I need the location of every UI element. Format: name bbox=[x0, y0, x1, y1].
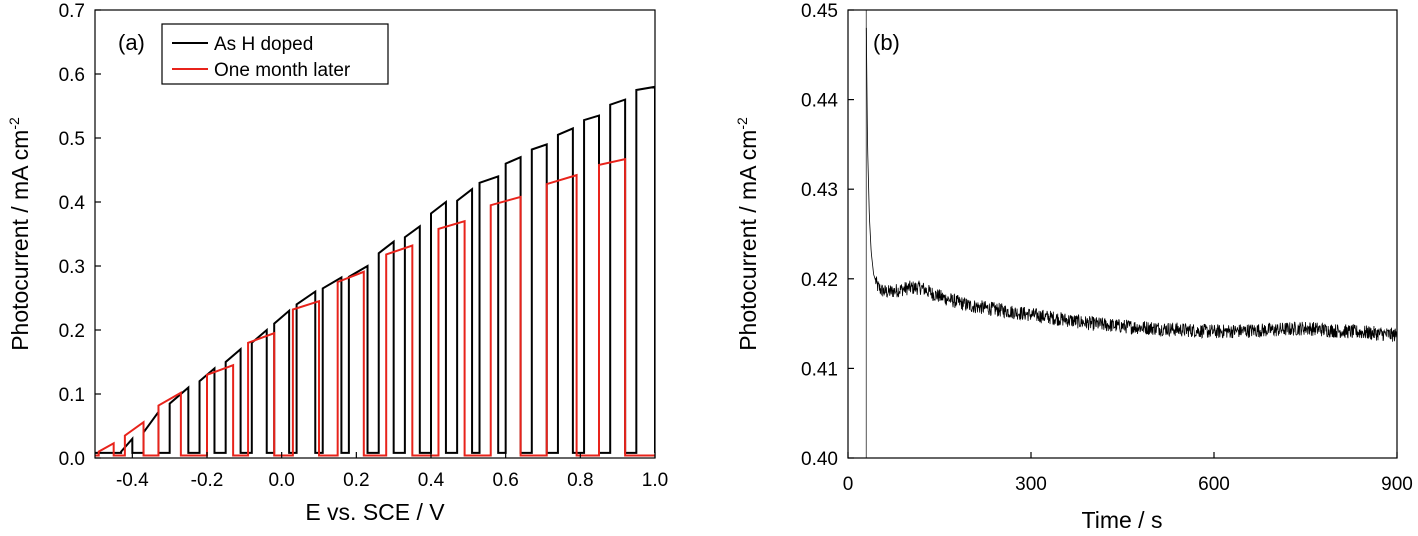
panel-b-series bbox=[865, 10, 1397, 458]
panel-a-y-axis-label: Photocurrent / mA cm-2 bbox=[6, 117, 33, 351]
panel-a-y-tick-label: 0.4 bbox=[59, 193, 86, 214]
panel-b-y-axis-label-main: Photocurrent / mA cm bbox=[735, 130, 761, 351]
legend-label-one-month-later: One month later bbox=[214, 60, 351, 81]
series-line-transient bbox=[865, 27, 1397, 342]
panel-a-x-axis-label: E vs. SCE / V bbox=[305, 499, 445, 525]
panel-a-legend: As H doped One month later bbox=[161, 23, 389, 85]
panel-b-x-tick-label: 600 bbox=[1198, 474, 1230, 495]
panel-b-x-tick-label: 900 bbox=[1381, 474, 1413, 495]
legend-label-as-h-doped: As H doped bbox=[214, 34, 313, 55]
legend-box bbox=[161, 23, 389, 85]
panel-a-x-tick-label: 1.0 bbox=[642, 470, 668, 491]
panel-a-y-axis-label-main: Photocurrent / mA cm bbox=[7, 130, 33, 351]
panel-a-x-tick-label: 0.2 bbox=[343, 470, 369, 491]
panel-a-y-tick-label: 0.0 bbox=[59, 449, 85, 470]
panel-b-x-axis-label: Time / s bbox=[1082, 507, 1163, 533]
series-line-one-month-later bbox=[95, 157, 655, 457]
panel-a-y-tick-label: 0.6 bbox=[59, 65, 85, 86]
panel-b-y-ticks: 0.40 0.41 0.42 0.43 0.44 0.45 bbox=[801, 1, 854, 470]
panel-a-y-tick-label: 0.7 bbox=[59, 1, 85, 22]
panel-b-y-tick-label: 0.44 bbox=[801, 91, 838, 112]
panel-a-x-tick-label: -0.4 bbox=[116, 470, 149, 491]
panel-b-y-tick-label: 0.43 bbox=[801, 180, 838, 201]
panel-b-x-tick-label: 300 bbox=[1015, 474, 1047, 495]
panel-b-label: (b) bbox=[873, 30, 900, 55]
panel-b-y-tick-label: 0.41 bbox=[801, 359, 838, 380]
panel-a-y-tick-label: 0.2 bbox=[59, 321, 85, 342]
panel-b-x-ticks: 0 300 600 900 bbox=[843, 452, 1413, 495]
panel-a-y-tick-label: 0.1 bbox=[59, 385, 85, 406]
panel-b-y-tick-label: 0.45 bbox=[801, 1, 838, 22]
panel-a-x-tick-label: 0.6 bbox=[492, 470, 518, 491]
panel-b-y-tick-label: 0.40 bbox=[801, 449, 838, 470]
panel-a-y-tick-label: 0.5 bbox=[59, 129, 85, 150]
panel-a-y-tick-label: 0.3 bbox=[59, 257, 85, 278]
panel-b: 0 300 600 900 0.400.410.420.430.440.45 (b) … bbox=[734, 1, 1413, 533]
panel-a-label: (a) bbox=[118, 30, 145, 55]
panel-a-series bbox=[95, 85, 655, 457]
panel-b-y-axis-label-sup: -2 bbox=[734, 117, 750, 130]
panel-b-y-tick-label: 0.42 bbox=[801, 270, 838, 291]
panel-a-x-ticks: -0.4 -0.2 0.0 0.2 0.4 0.6 0.8 1.0 bbox=[116, 452, 668, 491]
panel-a-frame bbox=[94, 9, 656, 459]
panel-a-y-ticks: 0.0 0.1 0.2 0.3 0.4 0.5 0.6 0.7 bbox=[59, 1, 101, 470]
panel-b-frame bbox=[847, 9, 1398, 459]
panel-a-y-axis-label-sup: -2 bbox=[6, 117, 22, 130]
panel-a-x-tick-label: 0.0 bbox=[268, 470, 294, 491]
panel-a-x-tick-label: -0.2 bbox=[191, 470, 224, 491]
panel-b-y-axis-label: Photocurrent / mA cm-2 bbox=[734, 117, 761, 351]
panel-a-x-tick-label: 0.4 bbox=[418, 470, 445, 491]
panel-a-x-tick-label: 0.8 bbox=[567, 470, 593, 491]
panel-b-x-tick-label: 0 bbox=[843, 474, 854, 495]
panel-a: -0.4 -0.2 0.0 0.2 0.4 0.6 0.8 1.0 0.00.10.20.30… bbox=[6, 1, 668, 525]
series-line-as-h-doped bbox=[95, 85, 655, 454]
